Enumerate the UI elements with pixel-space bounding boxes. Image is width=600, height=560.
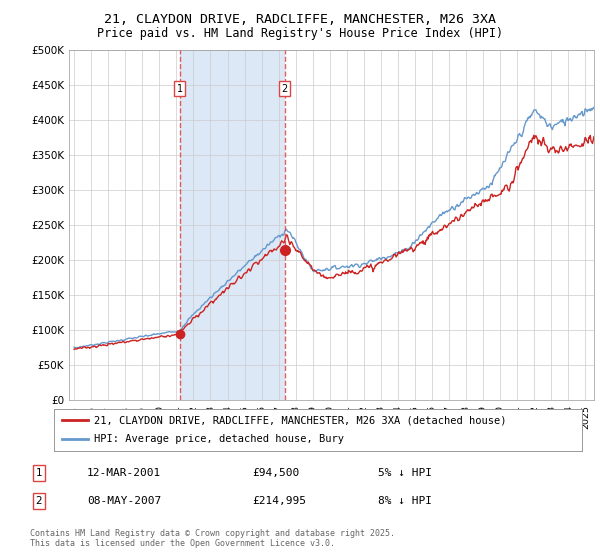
- Bar: [179, 50, 285, 400]
- Text: £94,500: £94,500: [252, 468, 299, 478]
- Text: HPI: Average price, detached house, Bury: HPI: Average price, detached house, Bury: [94, 435, 344, 445]
- Text: 8% ↓ HPI: 8% ↓ HPI: [378, 496, 432, 506]
- Text: 08-MAY-2007: 08-MAY-2007: [87, 496, 161, 506]
- Text: Price paid vs. HM Land Registry's House Price Index (HPI): Price paid vs. HM Land Registry's House …: [97, 27, 503, 40]
- Text: 2: 2: [35, 496, 43, 506]
- Text: 1: 1: [176, 84, 182, 94]
- Text: £214,995: £214,995: [252, 496, 306, 506]
- Text: 21, CLAYDON DRIVE, RADCLIFFE, MANCHESTER, M26 3XA (detached house): 21, CLAYDON DRIVE, RADCLIFFE, MANCHESTER…: [94, 415, 506, 425]
- Text: Contains HM Land Registry data © Crown copyright and database right 2025.
This d: Contains HM Land Registry data © Crown c…: [30, 529, 395, 548]
- Text: 1: 1: [35, 468, 43, 478]
- Text: 2: 2: [281, 84, 288, 94]
- Text: 5% ↓ HPI: 5% ↓ HPI: [378, 468, 432, 478]
- Text: 12-MAR-2001: 12-MAR-2001: [87, 468, 161, 478]
- Text: 21, CLAYDON DRIVE, RADCLIFFE, MANCHESTER, M26 3XA: 21, CLAYDON DRIVE, RADCLIFFE, MANCHESTER…: [104, 13, 496, 26]
